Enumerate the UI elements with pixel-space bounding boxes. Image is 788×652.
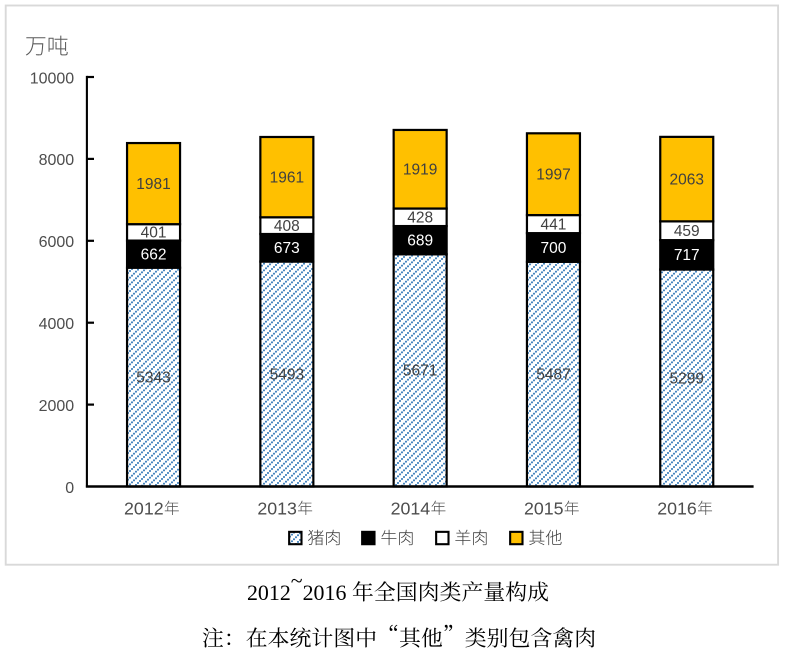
svg-text:441: 441 [541, 216, 567, 233]
svg-text:717: 717 [674, 247, 700, 264]
svg-text:5493: 5493 [270, 366, 304, 383]
svg-text:5343: 5343 [136, 369, 170, 386]
svg-text:1919: 1919 [403, 162, 437, 179]
svg-text:0: 0 [65, 480, 74, 497]
svg-text:2012: 2012 [124, 498, 164, 518]
svg-text:1981: 1981 [136, 176, 170, 193]
svg-text:1997: 1997 [536, 166, 570, 183]
svg-text:408: 408 [274, 218, 300, 235]
svg-text:2013: 2013 [257, 498, 297, 518]
svg-text:428: 428 [407, 210, 433, 227]
svg-text:8000: 8000 [39, 152, 75, 169]
svg-text:5671: 5671 [403, 363, 437, 380]
svg-text:5299: 5299 [670, 370, 704, 387]
svg-text:662: 662 [141, 246, 167, 263]
svg-text:5487: 5487 [536, 366, 570, 383]
svg-text:6000: 6000 [39, 234, 75, 251]
svg-text:459: 459 [674, 223, 700, 240]
svg-text:689: 689 [407, 232, 433, 249]
svg-text:4000: 4000 [39, 316, 75, 333]
svg-text:2014: 2014 [391, 498, 431, 518]
svg-text:2016: 2016 [657, 498, 697, 518]
svg-text:2000: 2000 [39, 398, 75, 415]
svg-text:2015: 2015 [524, 498, 564, 518]
svg-text:673: 673 [274, 240, 300, 257]
svg-text:2063: 2063 [670, 171, 704, 188]
svg-text:401: 401 [141, 225, 167, 242]
svg-text:10000: 10000 [30, 70, 75, 87]
svg-text:1961: 1961 [270, 169, 304, 186]
svg-text:700: 700 [541, 240, 567, 257]
